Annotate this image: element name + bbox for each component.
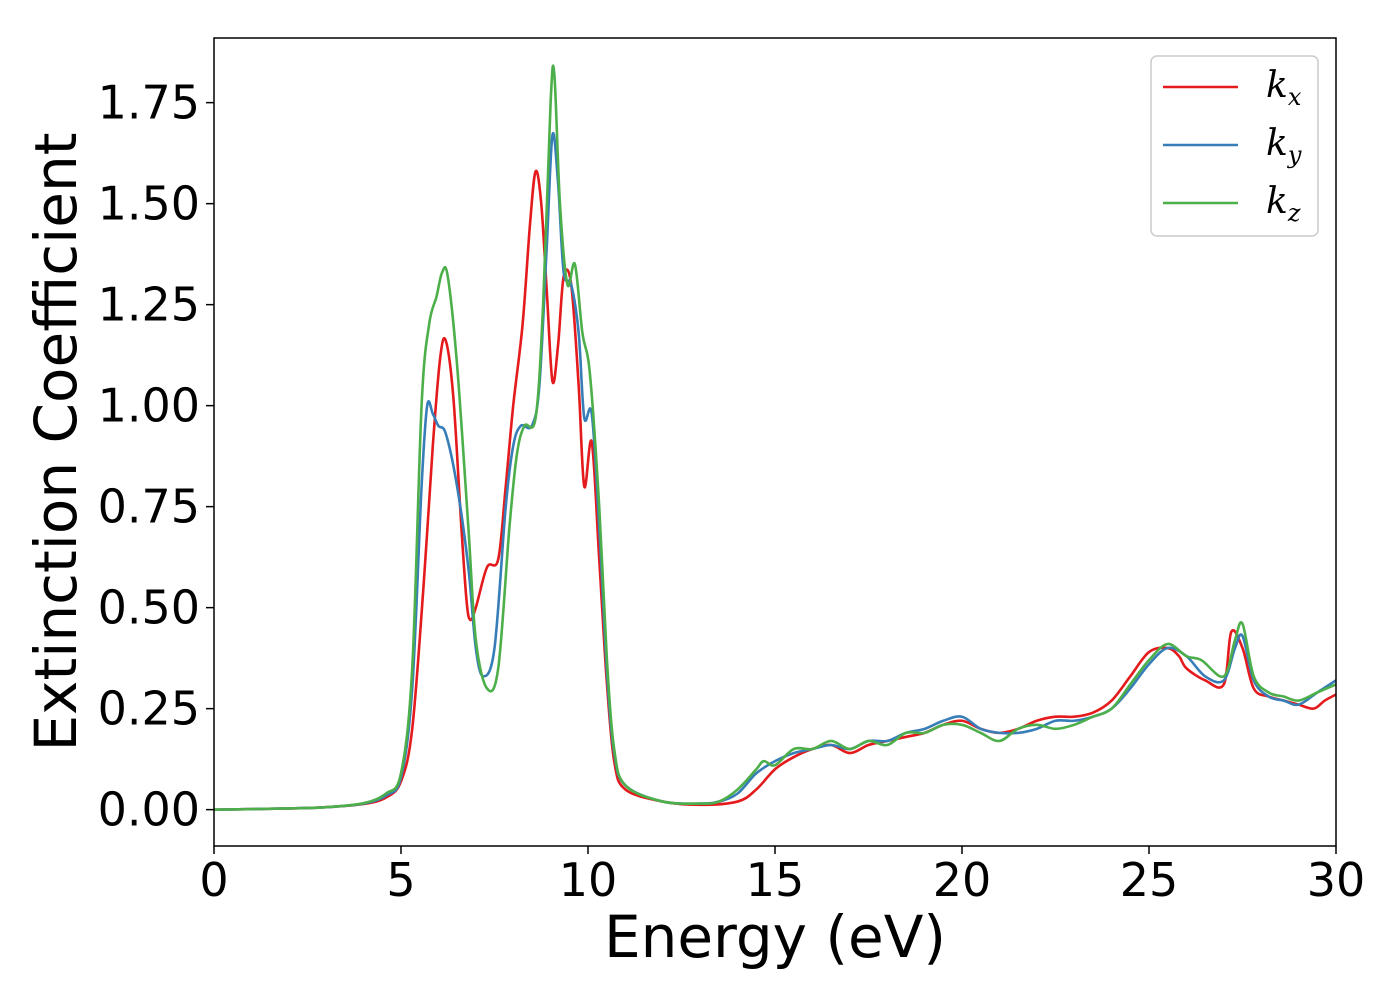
x-tick-label: 20 [933, 853, 992, 907]
y-tick-label: 1.25 [98, 278, 200, 332]
y-tick-label: 1.00 [98, 379, 200, 433]
y-tick-label: 1.50 [98, 177, 200, 231]
y-tick-label: 0.00 [98, 783, 200, 837]
x-tick-label: 25 [1120, 853, 1179, 907]
y-tick-label: 0.25 [98, 682, 200, 736]
legend-label-ky: ky [1266, 123, 1302, 169]
y-tick-label: 0.75 [98, 480, 200, 534]
x-tick-label: 10 [559, 853, 618, 907]
y-tick-label: 0.50 [98, 581, 200, 635]
x-axis-label: Energy (eV) [604, 903, 946, 971]
series-layer [213, 64, 1337, 811]
y-axis: 0.00 0.25 0.50 0.75 1.00 1.25 1.50 1.75 [98, 76, 214, 837]
x-axis: 0 5 10 15 20 25 30 [199, 846, 1365, 907]
x-tick-label: 30 [1307, 853, 1366, 907]
x-tick-label: 5 [386, 853, 415, 907]
y-tick-label: 1.75 [98, 76, 200, 130]
x-tick-label: 0 [199, 853, 228, 907]
series-line-kz [213, 64, 1337, 811]
x-tick-label: 15 [746, 853, 805, 907]
y-axis-label: Extinction Coefficient [22, 133, 90, 752]
plot-background [214, 38, 1336, 846]
